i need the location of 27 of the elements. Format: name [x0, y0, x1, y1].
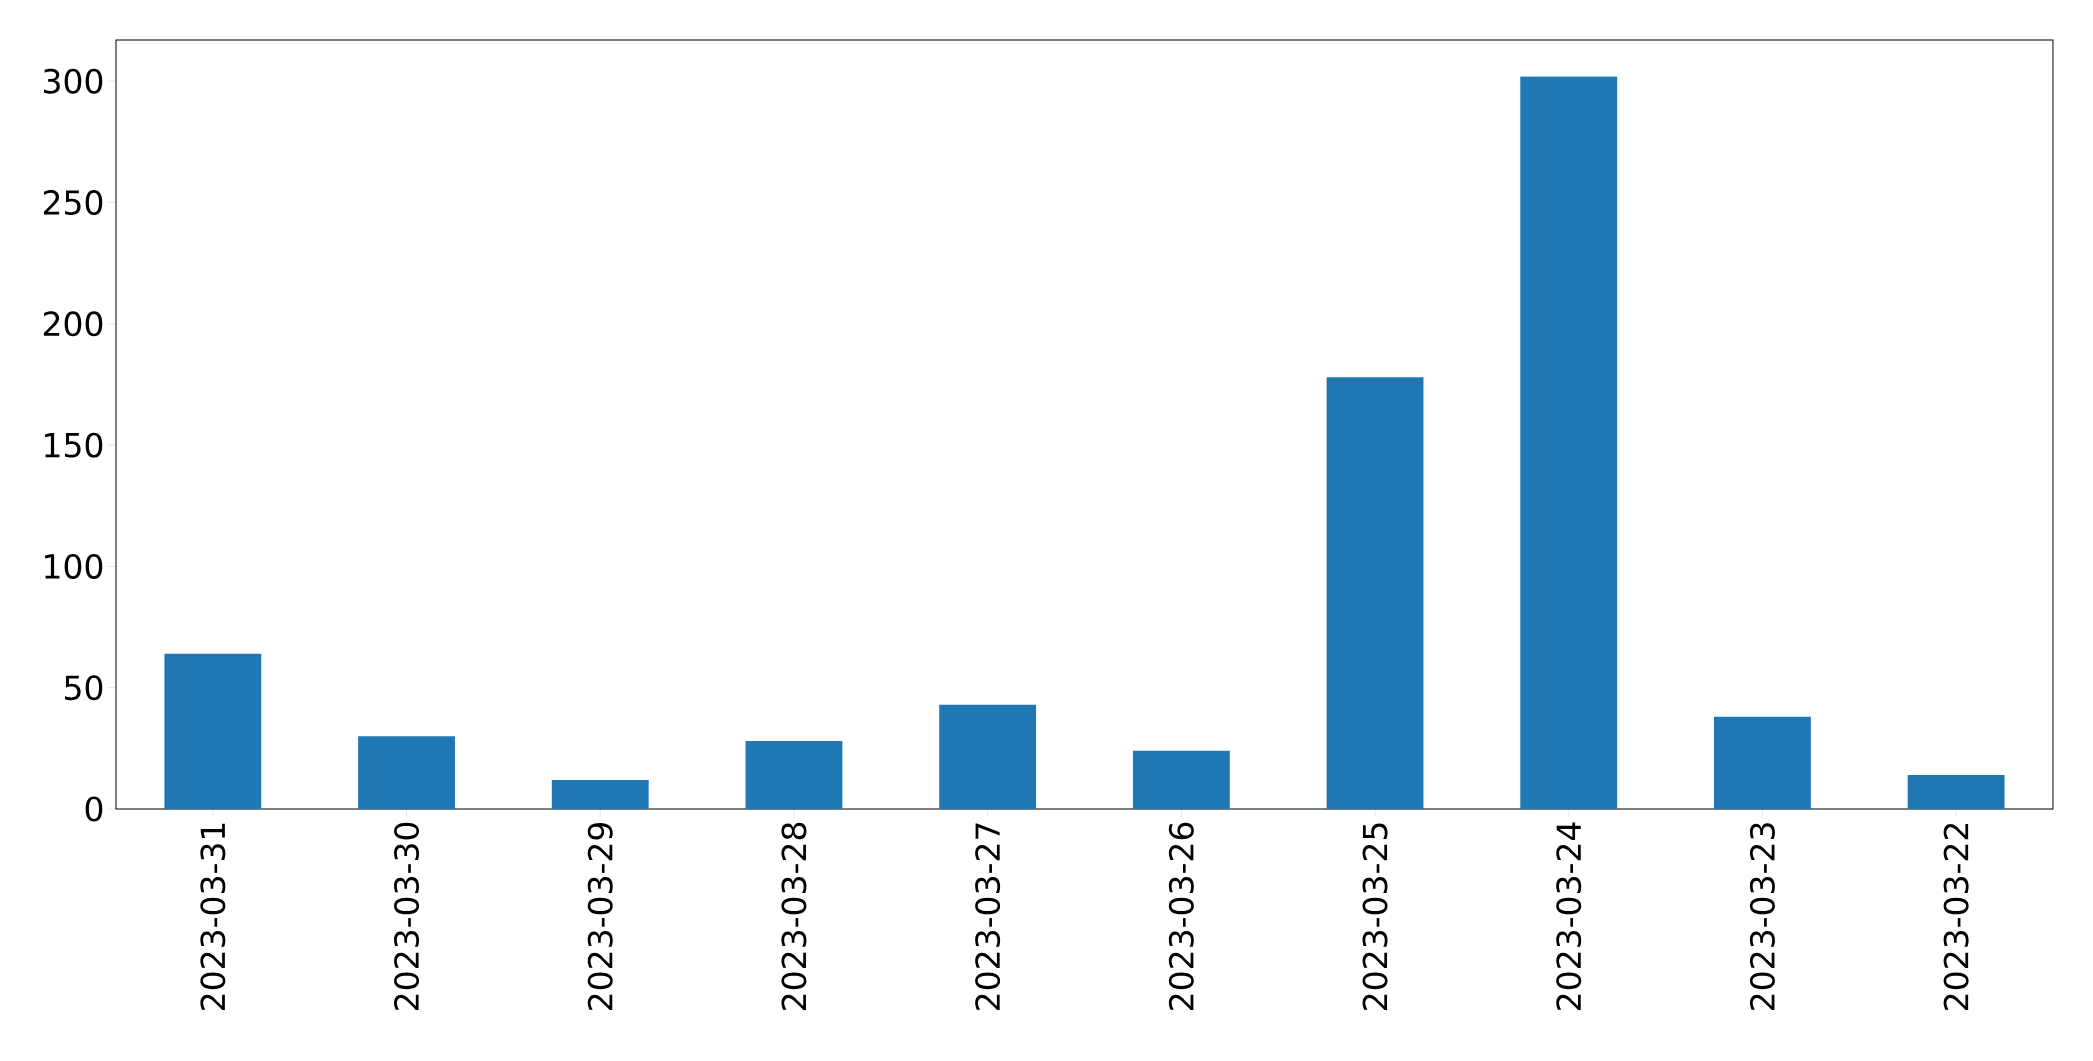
- x-tick-label: 2023-03-31: [200, 823, 226, 1010]
- x-tick-label: 2023-03-27: [975, 823, 1001, 1010]
- x-tick-label: 2023-03-29: [587, 822, 613, 1010]
- x-tick-label: 2023-03-26: [1168, 822, 1194, 1010]
- y-tick-label: 50: [65, 675, 103, 701]
- y-tick-label: 100: [45, 553, 103, 579]
- bar: [1907, 775, 2005, 809]
- y-tick-label: 200: [43, 311, 103, 337]
- x-tick-label: 2023-03-28: [781, 822, 807, 1010]
- bar: [745, 741, 843, 809]
- bar: [1326, 377, 1424, 809]
- y-tick-label: 150: [45, 432, 103, 458]
- bar: [1132, 750, 1230, 809]
- y-tick-label: 250: [43, 190, 103, 216]
- x-tick-label: 2023-03-22: [1943, 823, 1969, 1010]
- x-tick-label: 2023-03-23: [1749, 823, 1775, 1010]
- x-tick-label: 2023-03-30: [394, 822, 420, 1010]
- bar: [939, 704, 1037, 809]
- bar: [1714, 716, 1811, 809]
- bar: [1520, 76, 1618, 809]
- y-tick-label: 0: [85, 796, 103, 822]
- bar: [551, 779, 649, 809]
- x-tick-label: 2023-03-24: [1556, 822, 1582, 1010]
- x-tick-label: 2023-03-25: [1362, 823, 1388, 1010]
- y-tick-label: 300: [43, 68, 103, 94]
- bar: [164, 653, 262, 809]
- bar: [358, 736, 455, 809]
